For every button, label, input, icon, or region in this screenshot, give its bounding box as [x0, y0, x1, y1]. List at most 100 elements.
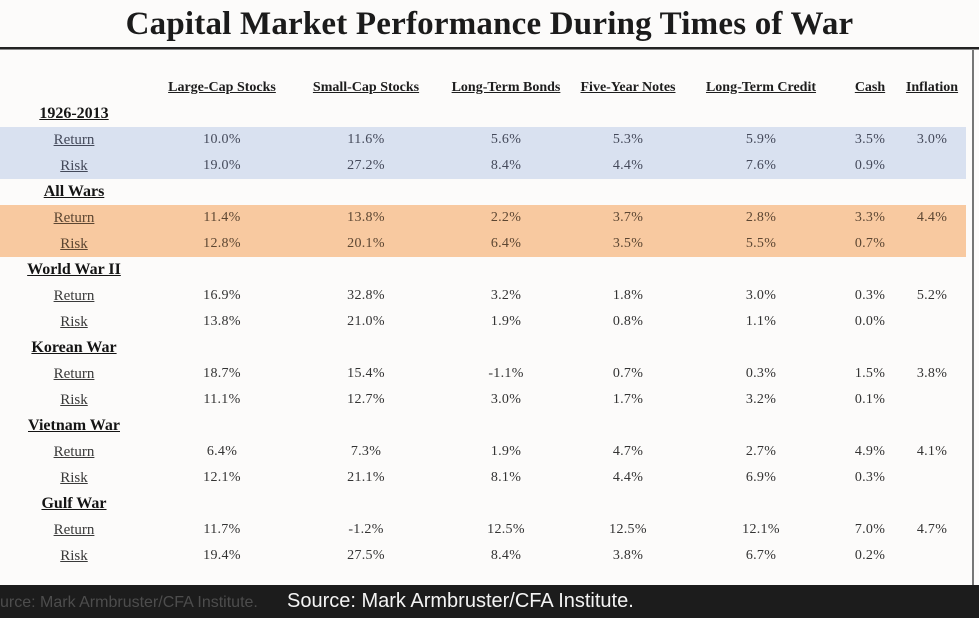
value-cell: 5.2%: [916, 288, 948, 303]
column-header: Five-Year Notes: [580, 79, 676, 95]
value-cell: 1.7%: [612, 392, 644, 407]
slide-right-border: [972, 50, 974, 585]
table-row: Risk 12.8% 20.1% 6.4% 3.5% 5.5% 0.7%: [0, 231, 966, 257]
value-cell: 2.8%: [745, 210, 777, 225]
caption-bar: urce: Mark Armbruster/CFA Institute. Sou…: [0, 585, 979, 618]
table-row: Return 18.7% 15.4% -1.1% 0.7% 0.3% 1.5% 3.8%: [0, 361, 966, 387]
row-label: Return: [53, 365, 95, 382]
value-cell: 0.3%: [854, 288, 886, 303]
value-cell: 7.3%: [350, 444, 382, 459]
table-row: Return 10.0% 11.6% 5.6% 5.3% 5.9% 3.5% 3.0%: [0, 127, 966, 153]
section-header-row: Gulf War: [0, 491, 966, 517]
value-cell: 0.3%: [854, 470, 886, 485]
value-cell: 8.4%: [490, 548, 522, 563]
value-cell: 13.8%: [347, 210, 385, 225]
value-cell: 4.4%: [916, 210, 948, 225]
value-cell: 7.6%: [745, 158, 777, 173]
row-label: Risk: [60, 547, 88, 564]
value-cell: 1.9%: [490, 314, 522, 329]
section-header-row: 1926-2013: [0, 101, 966, 127]
table-row: Risk 12.1% 21.1% 8.1% 4.4% 6.9% 0.3%: [0, 465, 966, 491]
value-cell: 3.5%: [854, 132, 886, 147]
value-cell: 0.7%: [612, 366, 644, 381]
value-cell: 0.1%: [854, 392, 886, 407]
value-cell: 1.5%: [854, 366, 886, 381]
performance-table: Large-Cap Stocks Small-Cap Stocks Long-Ter…: [0, 74, 966, 569]
value-cell: 4.4%: [612, 158, 644, 173]
section-header-row: Korean War: [0, 335, 966, 361]
value-cell: 11.4%: [203, 210, 241, 225]
value-cell: 19.0%: [203, 158, 241, 173]
value-cell: 4.4%: [612, 470, 644, 485]
value-cell: 8.1%: [490, 470, 522, 485]
page-title: Capital Market Performance During Times …: [125, 6, 854, 42]
value-cell: 3.8%: [916, 366, 948, 381]
value-cell: 0.2%: [854, 548, 886, 563]
value-cell: 0.3%: [745, 366, 777, 381]
row-label: Return: [53, 209, 95, 226]
caption-ghost-text: urce: Mark Armbruster/CFA Institute.: [0, 594, 258, 611]
value-cell: 21.0%: [347, 314, 385, 329]
value-cell: 5.3%: [612, 132, 644, 147]
value-cell: -1.2%: [348, 522, 384, 537]
row-label: Risk: [60, 235, 88, 252]
column-header-row: Large-Cap Stocks Small-Cap Stocks Long-Ter…: [0, 74, 966, 101]
value-cell: 2.2%: [490, 210, 522, 225]
value-cell: 3.5%: [612, 236, 644, 251]
value-cell: 8.4%: [490, 158, 522, 173]
section-header: Vietnam War: [28, 417, 120, 434]
value-cell: 27.5%: [347, 548, 385, 563]
value-cell: 1.8%: [612, 288, 644, 303]
value-cell: 6.4%: [206, 444, 238, 459]
value-cell: 0.0%: [854, 314, 886, 329]
value-cell: 19.4%: [203, 548, 241, 563]
column-header: Inflation: [905, 79, 959, 95]
value-cell: 3.0%: [745, 288, 777, 303]
value-cell: 32.8%: [347, 288, 385, 303]
row-label: Risk: [60, 157, 88, 174]
value-cell: 10.0%: [203, 132, 241, 147]
value-cell: 12.5%: [487, 522, 525, 537]
value-cell: 3.7%: [612, 210, 644, 225]
value-cell: 27.2%: [347, 158, 385, 173]
table-row: Risk 11.1% 12.7% 3.0% 1.7% 3.2% 0.1%: [0, 387, 966, 413]
table-row: Risk 19.0% 27.2% 8.4% 4.4% 7.6% 0.9%: [0, 153, 966, 179]
value-cell: 5.5%: [745, 236, 777, 251]
table-row: Return 11.7% -1.2% 12.5% 12.5% 12.1% 7.0% 4.7%: [0, 517, 966, 543]
column-header: Large-Cap Stocks: [168, 79, 276, 95]
row-label: Return: [53, 287, 95, 304]
table-row: Return 6.4% 7.3% 1.9% 4.7% 2.7% 4.9% 4.1%: [0, 439, 966, 465]
value-cell: 3.2%: [745, 392, 777, 407]
section-header: All Wars: [43, 183, 105, 200]
section-header-row: World War II: [0, 257, 966, 283]
value-cell: 3.8%: [612, 548, 644, 563]
section-header: World War II: [27, 261, 121, 278]
value-cell: 4.7%: [916, 522, 948, 537]
value-cell: 11.6%: [347, 132, 385, 147]
column-header: Long-Term Credit: [705, 79, 817, 95]
row-label: Risk: [60, 313, 88, 330]
column-header: Small-Cap Stocks: [312, 79, 420, 95]
value-cell: 5.6%: [490, 132, 522, 147]
value-cell: 11.7%: [203, 522, 241, 537]
row-label: Risk: [60, 391, 88, 408]
section-header-row: Vietnam War: [0, 413, 966, 439]
title-divider: [0, 47, 979, 50]
value-cell: 13.8%: [203, 314, 241, 329]
value-cell: 0.9%: [854, 158, 886, 173]
value-cell: 6.7%: [745, 548, 777, 563]
column-header: Long-Term Bonds: [451, 79, 561, 95]
value-cell: -1.1%: [488, 366, 524, 381]
value-cell: 15.4%: [347, 366, 385, 381]
value-cell: 0.8%: [612, 314, 644, 329]
section-header: 1926-2013: [39, 105, 109, 122]
value-cell: 3.0%: [490, 392, 522, 407]
table-row: Risk 19.4% 27.5% 8.4% 3.8% 6.7% 0.2%: [0, 543, 966, 569]
section-header: Gulf War: [41, 495, 107, 512]
value-cell: 0.7%: [854, 236, 886, 251]
value-cell: 18.7%: [203, 366, 241, 381]
value-cell: 7.0%: [854, 522, 886, 537]
column-header: Cash: [854, 79, 886, 95]
value-cell: 6.9%: [745, 470, 777, 485]
